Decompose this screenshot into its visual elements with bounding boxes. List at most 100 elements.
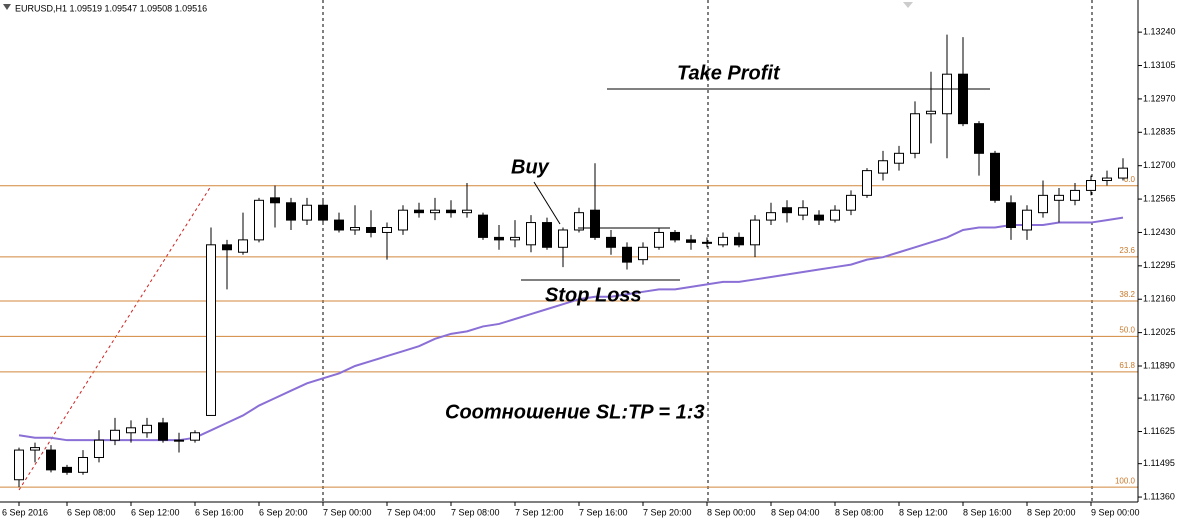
candle-body: [558, 229, 568, 248]
candle-body: [350, 227, 360, 231]
candle-body: [78, 456, 88, 473]
candle-body: [478, 214, 488, 238]
candle-body: [574, 212, 584, 231]
candle-body: [814, 214, 824, 221]
candle-body: [542, 222, 552, 248]
fib-group: 0.0 23.6 38.2 50.0 61.8 100.0: [0, 175, 1138, 488]
candle-body: [526, 222, 536, 246]
candle-body: [686, 239, 696, 243]
candle-body: [206, 244, 216, 416]
candle-body: [910, 113, 920, 154]
candle-body: [414, 209, 424, 214]
candle-body: [366, 227, 376, 233]
buy-label: Buy: [511, 156, 550, 178]
candle-body: [974, 123, 984, 154]
candle-body: [590, 209, 600, 238]
candle-body: [670, 231, 680, 241]
candle-body: [46, 449, 56, 471]
moving-average: [18, 216, 1124, 442]
candle-body: [302, 204, 312, 221]
candle-body: [942, 73, 952, 115]
x-tick-label: 8 Sep 04:00: [771, 507, 820, 517]
candle-body: [238, 239, 248, 253]
candle-body: [430, 209, 440, 214]
candle-body: [94, 439, 104, 458]
x-tick-label: 7 Sep 00:00: [323, 507, 372, 517]
fib-label: 38.2: [1119, 290, 1135, 299]
x-tick-label: 8 Sep 00:00: [707, 507, 756, 517]
y-tick-label: 1.12700: [1143, 160, 1176, 170]
candle-body: [446, 209, 456, 214]
fib-label: 100.0: [1115, 476, 1136, 485]
x-tick-label: 9 Sep 00:00: [1091, 507, 1140, 517]
candle-body: [318, 204, 328, 221]
y-tick-label: 1.12835: [1143, 127, 1176, 137]
x-tick-label: 6 Sep 08:00: [67, 507, 116, 517]
y-tick-label: 1.11360: [1143, 491, 1175, 501]
y-tick-label: 1.11625: [1143, 426, 1175, 436]
candle-body: [734, 236, 744, 246]
y-tick-label: 1.11495: [1143, 458, 1175, 468]
x-tick-label: 7 Sep 04:00: [387, 507, 436, 517]
x-tick-label: 8 Sep 12:00: [899, 507, 948, 517]
x-tick-label: 6 Sep 2016: [2, 507, 48, 517]
take-profit-label: Take Profit: [677, 62, 781, 84]
candle-body: [110, 429, 120, 441]
fib-label: 23.6: [1119, 246, 1135, 255]
y-tick-label: 1.13240: [1143, 27, 1176, 37]
candle-body: [766, 212, 776, 221]
candle-body: [750, 219, 760, 246]
candle-body: [1102, 177, 1112, 182]
candle-body: [254, 199, 264, 241]
candle-body: [990, 152, 1000, 201]
x-tick-label: 7 Sep 08:00: [451, 507, 500, 517]
fib-label: 0.0: [1124, 175, 1136, 184]
y-tick-label: 1.12430: [1143, 227, 1176, 237]
x-tick-label: 7 Sep 20:00: [643, 507, 692, 517]
candle-body: [782, 207, 792, 214]
header-icon: [3, 4, 11, 10]
ratio-label: Соотношение SL:TP = 1:3: [445, 401, 705, 423]
candles-group: [14, 34, 1128, 488]
candle-body: [830, 209, 840, 221]
candle-body: [622, 246, 632, 263]
candle-body: [62, 466, 72, 473]
candle-body: [1086, 180, 1096, 191]
buy-arrow: [533, 181, 561, 225]
candle-body: [654, 231, 664, 248]
fib-label: 50.0: [1119, 325, 1135, 334]
candle-body: [174, 439, 184, 442]
x-tick-label: 7 Sep 16:00: [579, 507, 628, 517]
fib-label: 61.8: [1119, 361, 1135, 370]
candle-body: [14, 449, 24, 481]
x-tick-label: 6 Sep 16:00: [195, 507, 244, 517]
x-tick-label: 6 Sep 12:00: [131, 507, 180, 517]
candle-body: [286, 202, 296, 221]
candle-body: [222, 244, 232, 251]
candle-body: [926, 110, 936, 115]
candle-body: [702, 241, 712, 244]
x-tick-label: 7 Sep 12:00: [515, 507, 564, 517]
ma-group: [18, 216, 1124, 442]
candle-body: [398, 209, 408, 231]
candle-body: [126, 427, 136, 434]
candle-body: [494, 236, 504, 241]
candle-body: [638, 246, 648, 261]
candle-body: [1022, 209, 1032, 231]
candle-body: [1070, 189, 1080, 201]
x-tick-label: 8 Sep 16:00: [963, 507, 1012, 517]
candle-body: [270, 197, 280, 204]
scroll-marker: [903, 2, 913, 8]
candle-body: [606, 236, 616, 248]
y-tick-label: 1.11760: [1143, 393, 1175, 403]
candle-body: [510, 236, 520, 241]
candle-body: [158, 422, 168, 441]
y-tick-label: 1.12565: [1143, 193, 1176, 203]
y-tick-label: 1.13105: [1143, 60, 1176, 70]
axes-group: 1.13240 1.13105 1.12970 1.12835 1.12700 1.125…: [2, 27, 1176, 518]
candle-body: [462, 209, 472, 214]
candle-body: [334, 219, 344, 231]
